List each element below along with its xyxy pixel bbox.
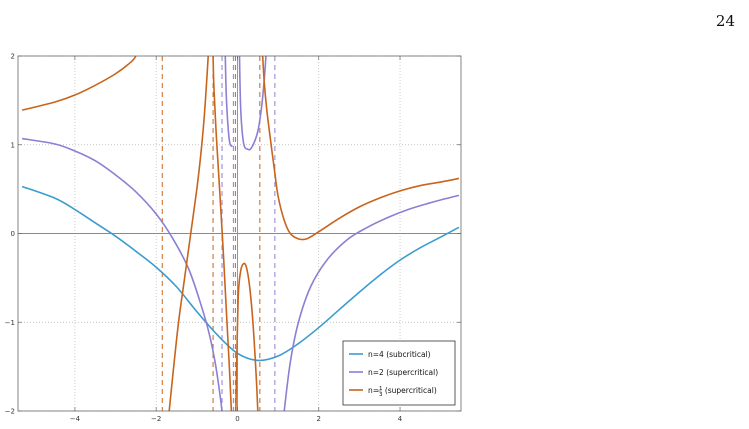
x-tick-label: 0 (235, 415, 239, 423)
y-tick-label: 0 (11, 230, 15, 238)
x-tick-label: 2 (317, 415, 321, 423)
x-tick-label: −2 (151, 415, 161, 423)
series-1-branch-1 (21, 185, 460, 362)
x-tick-label: 4 (398, 415, 403, 423)
y-tick-label: −1 (5, 319, 15, 327)
series-3-branch-2 (168, 56, 210, 411)
series-2-branch-1 (21, 137, 223, 411)
y-tick-label: 2 (11, 53, 15, 61)
tick-labels: −4 −2 0 2 4 −2 −1 0 1 2 (5, 53, 403, 424)
page-number: 24 (715, 12, 735, 30)
series-2-branch-4 (283, 194, 460, 411)
series-2-branch-2 (224, 56, 234, 148)
series-3-branch-3 (212, 56, 233, 411)
legend-label-3: n=1 3 (supercritical) (368, 386, 437, 398)
legend-label-1: n=4 (subcritical) (368, 350, 431, 359)
x-tick-label: −4 (70, 415, 81, 423)
series-3-branch-1 (21, 56, 137, 111)
plot-frame (17, 55, 462, 412)
curves (21, 56, 460, 411)
legend: n=4 (subcritical) n=2 (supercritical) n=1 3… (342, 340, 456, 406)
legend-label-2: n=2 (supercritical) (368, 368, 438, 377)
y-tick-label: 1 (11, 141, 15, 149)
series-2-branch-3 (238, 56, 267, 151)
series-3-branch-4 (235, 262, 259, 411)
legend-box (342, 340, 456, 406)
series-3-branch-5 (261, 56, 460, 241)
y-tick-label: −2 (5, 408, 15, 416)
